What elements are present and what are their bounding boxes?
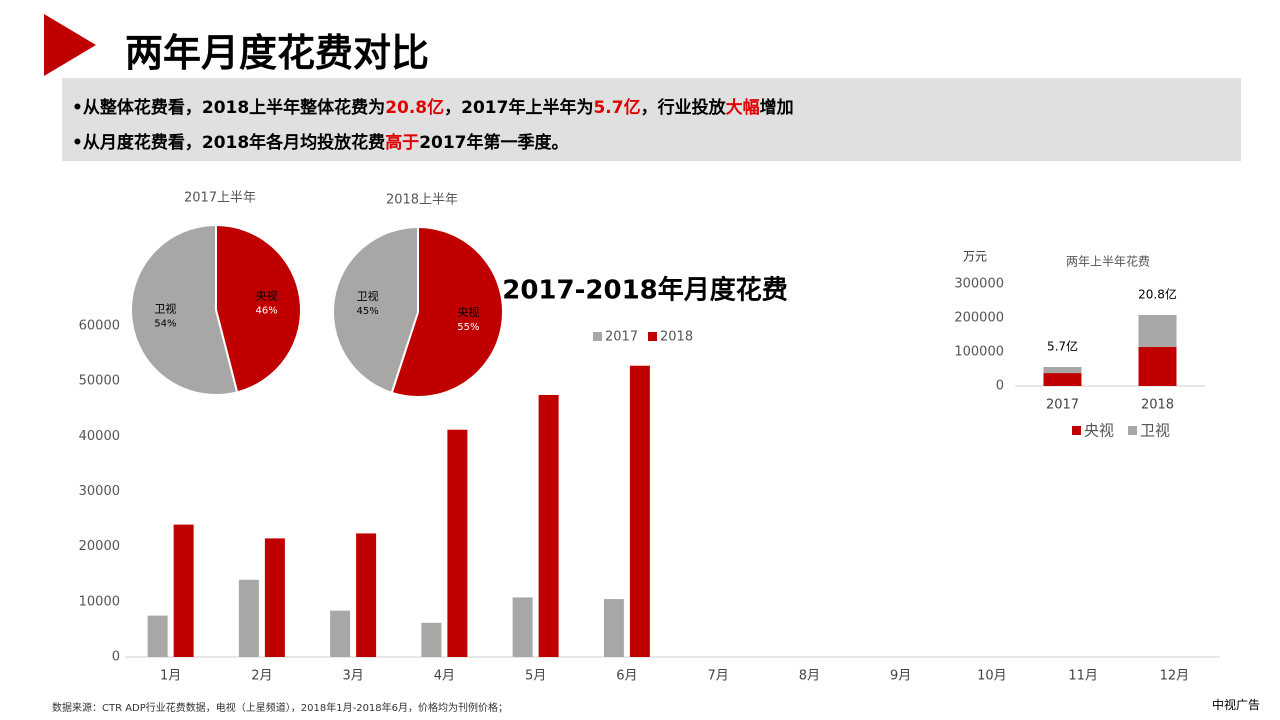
bar bbox=[147, 615, 168, 657]
total-label: 20.8亿 bbox=[1138, 286, 1177, 301]
legend-swatch bbox=[593, 332, 602, 341]
y-tick-label: 300000 bbox=[954, 277, 1004, 292]
x-tick-label: 7月 bbox=[707, 669, 728, 684]
y-tick-label: 30000 bbox=[79, 484, 120, 499]
bar-segment bbox=[1138, 346, 1177, 386]
x-tick-label: 11月 bbox=[1068, 669, 1098, 684]
legend-label: 2018 bbox=[660, 330, 693, 345]
pie-slice bbox=[130, 223, 239, 396]
highlight: 5.7亿 bbox=[593, 98, 641, 118]
slice-label: 卫视 bbox=[357, 289, 379, 303]
pie-slice bbox=[215, 223, 302, 394]
x-tick-label: 8月 bbox=[799, 669, 820, 684]
pie-slice bbox=[390, 225, 504, 398]
x-tick-label: 5月 bbox=[525, 669, 546, 684]
bar bbox=[421, 622, 442, 657]
legend-label: 央视 bbox=[1084, 422, 1114, 440]
highlight: 高于 bbox=[385, 133, 420, 153]
brand: 中视广告 bbox=[1212, 698, 1261, 712]
y-tick-label: 60000 bbox=[79, 319, 120, 334]
text: ，2017年上半年为 bbox=[444, 98, 594, 118]
y-tick-label: 200000 bbox=[954, 311, 1004, 326]
bar bbox=[356, 533, 377, 657]
bar bbox=[330, 610, 351, 657]
chart-title: 2018上半年 bbox=[386, 193, 458, 208]
bar bbox=[603, 599, 624, 657]
bar bbox=[238, 579, 259, 657]
text: 2017年第一季度。 bbox=[419, 133, 569, 153]
summary-box: •从整体花费看，2018上半年整体花费为20.8亿，2017年上半年为5.7亿，… bbox=[62, 78, 1241, 161]
y-tick-label: 10000 bbox=[79, 594, 120, 609]
legend-label: 2017 bbox=[605, 330, 638, 345]
y-tick-label: 100000 bbox=[954, 345, 1004, 360]
bar bbox=[538, 394, 559, 657]
bullet: •从月度花费看，2018年各月均投放花费高于2017年第一季度。 bbox=[72, 128, 569, 153]
y-tick-label: 50000 bbox=[79, 374, 120, 389]
y-tick-label: 0 bbox=[996, 379, 1004, 394]
text: •从整体花费看，2018上半年整体花费为 bbox=[72, 98, 386, 118]
highlight: 20.8亿 bbox=[385, 98, 445, 118]
slice-label: 央视 bbox=[256, 289, 278, 303]
highlight: 大幅 bbox=[725, 98, 760, 118]
x-tick-label: 4月 bbox=[434, 669, 455, 684]
legend-swatch bbox=[648, 332, 657, 341]
chart-title: 两年上半年花费 bbox=[1066, 254, 1150, 269]
text: •从月度花费看，2018年各月均投放花费 bbox=[72, 133, 386, 153]
x-tick-label: 9月 bbox=[890, 669, 911, 684]
slice-value: 45% bbox=[357, 306, 379, 317]
total-label: 5.7亿 bbox=[1047, 338, 1078, 353]
y-tick-label: 40000 bbox=[79, 429, 120, 444]
slide-title: 两年月度花费对比 bbox=[125, 31, 430, 75]
title-marker bbox=[44, 14, 96, 76]
text: 增加 bbox=[759, 98, 794, 118]
bar bbox=[447, 429, 468, 657]
x-tick-label: 10月 bbox=[977, 669, 1007, 684]
x-tick-label: 2018 bbox=[1141, 398, 1174, 413]
y-tick-label: 20000 bbox=[79, 539, 120, 554]
y-tick-label: 0 bbox=[112, 650, 120, 665]
slice-label: 央视 bbox=[457, 305, 479, 319]
bar bbox=[629, 365, 650, 657]
x-tick-label: 12月 bbox=[1160, 669, 1190, 684]
bar bbox=[173, 524, 194, 657]
chart-title: 2017-2018年月度花费 bbox=[502, 275, 788, 306]
chart-title: 2017上半年 bbox=[184, 191, 256, 206]
x-tick-label: 1月 bbox=[160, 669, 181, 684]
pie-slice bbox=[332, 225, 419, 395]
bar bbox=[264, 538, 285, 657]
x-tick-label: 3月 bbox=[342, 669, 363, 684]
bar-segment bbox=[1138, 314, 1177, 347]
legend-label: 卫视 bbox=[1140, 422, 1170, 440]
x-tick-label: 6月 bbox=[616, 669, 637, 684]
bar bbox=[512, 597, 533, 657]
axis-label: 万元 bbox=[963, 250, 987, 264]
bar-segment bbox=[1043, 373, 1082, 386]
text: ，行业投放 bbox=[640, 98, 726, 118]
slice-label: 卫视 bbox=[154, 301, 176, 315]
legend-swatch bbox=[1072, 426, 1081, 435]
slice-value: 55% bbox=[457, 322, 479, 333]
slice-value: 54% bbox=[154, 318, 176, 329]
slice-value: 46% bbox=[255, 306, 277, 317]
legend-swatch bbox=[1128, 426, 1137, 435]
x-tick-label: 2017 bbox=[1046, 398, 1079, 413]
source-note: 数据来源：CTR ADP行业花费数据，电视（上星频道），2018年1月-2018… bbox=[52, 703, 509, 714]
bar-segment bbox=[1043, 366, 1082, 374]
bullet: •从整体花费看，2018上半年整体花费为20.8亿，2017年上半年为5.7亿，… bbox=[72, 93, 794, 118]
x-tick-label: 2月 bbox=[251, 669, 272, 684]
